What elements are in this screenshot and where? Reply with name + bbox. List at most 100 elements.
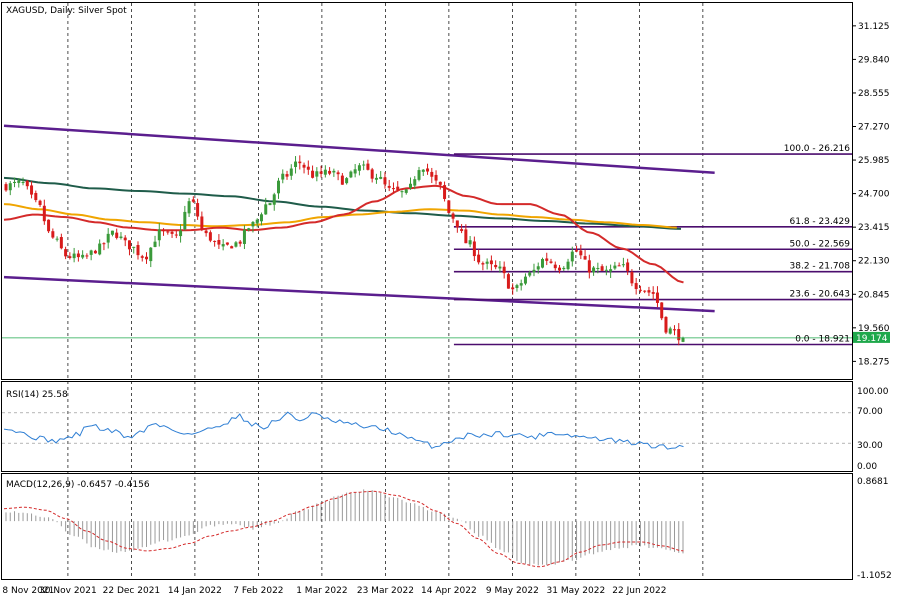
candle-bull (242, 229, 246, 244)
x-tick-label: 22 Jun 2022 (612, 586, 666, 596)
x-tick-label: 22 Dec 2021 (103, 586, 161, 596)
candle-bull (668, 328, 672, 334)
candle-bull (268, 203, 272, 206)
candle-bull (379, 176, 383, 179)
candle-bear (285, 174, 289, 177)
candle-bear (549, 261, 553, 263)
macd-label: MACD(12,26,9) -0.6457 -0.4156 (6, 480, 150, 490)
candle-bear (677, 329, 681, 341)
candle-bear (558, 267, 562, 271)
rsi-line (3, 411, 684, 450)
candle-bull (349, 171, 353, 178)
candle-bull (540, 258, 544, 268)
channel-upper-line (3, 124, 715, 174)
candle-bull (596, 267, 600, 269)
candle-bear (438, 181, 442, 185)
candle-bear (42, 205, 46, 222)
candle-bull (536, 266, 540, 270)
candle-bear (545, 258, 549, 261)
candle-bear (200, 216, 204, 229)
candle-bull (592, 267, 596, 273)
candle-bear (579, 250, 583, 256)
candle-bull (55, 238, 59, 240)
candle-bull (89, 250, 93, 255)
channel-lower-line (3, 275, 715, 313)
candle-bear (391, 188, 395, 190)
candle-bull (21, 182, 25, 184)
candle-bull (621, 264, 625, 266)
candle-bear (647, 290, 651, 293)
price-tick-label: 31.125 (858, 22, 890, 32)
candle-bear (127, 240, 131, 250)
candle-bear (225, 242, 229, 245)
candle-bull (315, 171, 319, 177)
candle-bull (8, 183, 12, 191)
candle-bear (511, 287, 515, 290)
candle-bear (587, 260, 591, 273)
candle-bear (366, 163, 370, 170)
candle-bear (660, 302, 664, 319)
candle-bear (85, 255, 89, 257)
candle-bull (259, 214, 263, 222)
x-tick-label: 14 Apr 2022 (421, 586, 477, 596)
moving-averages (3, 176, 684, 284)
candle-bear (93, 250, 97, 254)
candle-bear (506, 274, 510, 289)
rsi-tick-100: 100.00 (857, 387, 889, 397)
price-tick-label: 24.700 (858, 190, 890, 200)
candle-bear (575, 250, 579, 252)
price-tick-label: 22.130 (858, 257, 890, 267)
rsi-tick-0: 0.00 (857, 462, 877, 472)
candle-bull (251, 221, 255, 227)
candle-bull (277, 180, 281, 194)
candle-bull (323, 169, 327, 175)
candle-bear (208, 232, 212, 241)
candle-bull (264, 204, 268, 215)
vertical-grid (67, 3, 704, 579)
candle-bear (460, 229, 464, 232)
ma-fast-line (3, 184, 684, 284)
candle-bear (213, 240, 217, 242)
candle-bull (106, 233, 110, 243)
candle-bull (523, 276, 527, 284)
candle-bear (306, 166, 310, 170)
candle-bull (110, 230, 114, 235)
x-tick-label: 31 May 2022 (547, 586, 606, 596)
candle-bull (81, 254, 85, 258)
candle-bear (115, 232, 119, 238)
candle-bear (136, 245, 140, 256)
candle-bear (217, 239, 221, 245)
candle-bull (255, 219, 259, 224)
x-tick-label: 1 Mar 2022 (296, 586, 347, 596)
fib-level-label: 100.0 - 26.216 (784, 144, 850, 154)
candle-bull (400, 191, 404, 193)
candle-bull (179, 230, 183, 237)
candle-bull (294, 161, 298, 168)
candle-bear (451, 213, 455, 219)
rsi-tick-70: 70.00 (857, 407, 883, 417)
candle-bull (498, 266, 502, 269)
candle-bull (221, 244, 225, 247)
candle-bear (370, 169, 374, 179)
candle-bull (413, 179, 417, 186)
candle-bear (51, 231, 55, 238)
candle-bull (417, 170, 421, 180)
candle-bull (183, 211, 187, 230)
candle-bear (76, 253, 80, 258)
candle-bear (472, 241, 476, 257)
candle-bull (613, 265, 617, 269)
candle-bear (166, 231, 170, 233)
fib-level-label: 0.0 - 18.921 (795, 335, 850, 345)
candle-bear (328, 170, 332, 174)
candle-bear (600, 266, 604, 271)
x-tick-label: 30 Nov 2021 (39, 586, 97, 596)
price-channel (3, 124, 715, 313)
candle-bear (204, 230, 208, 234)
candle-bull (187, 201, 191, 214)
rsi-panel-frame (1, 381, 853, 472)
candle-bear (238, 241, 242, 244)
candle-bull (234, 242, 238, 247)
candle-bear (123, 237, 127, 241)
candle-bear (162, 229, 166, 232)
